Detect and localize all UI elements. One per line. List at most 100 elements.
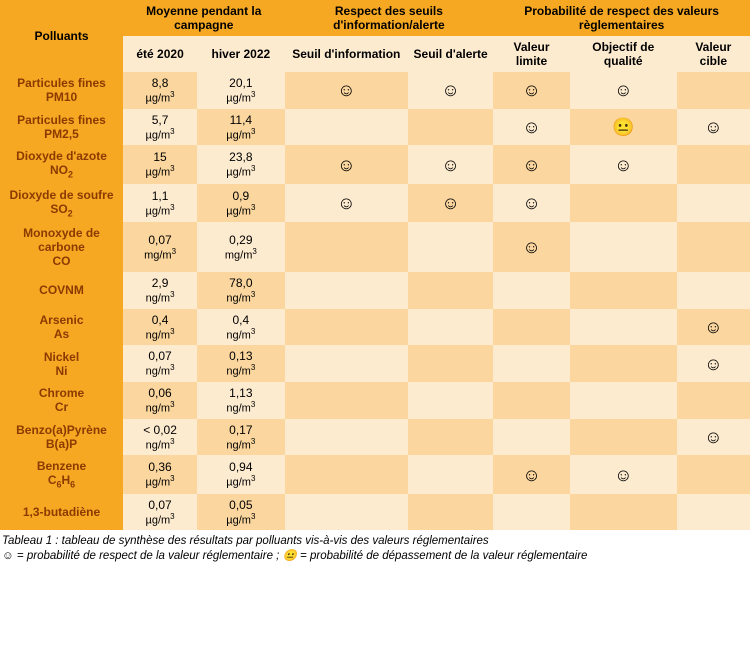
table-row: Benzo(a)PyrèneB(a)P< 0,02ng/m30,17ng/m3☺ xyxy=(0,419,750,456)
cell-seuil-info: ☺ xyxy=(285,145,408,183)
cell-val-limite: ☺ xyxy=(493,222,570,272)
value-ete: 0,06ng/m3 xyxy=(123,382,197,419)
cell-seuil-alerte xyxy=(408,272,493,309)
cell-objectif: 😐 xyxy=(570,109,677,146)
cell-seuil-alerte xyxy=(408,109,493,146)
value-ete: 0,07ng/m3 xyxy=(123,345,197,382)
table-row: 1,3-butadiène0,07µg/m30,05µg/m3 xyxy=(0,494,750,531)
pollutant-name-cell: Dioxyde d'azoteNO2 xyxy=(0,145,123,183)
table-row: Particules finesPM108,8µg/m320,1µg/m3☺☺☺… xyxy=(0,72,750,109)
cell-val-cible xyxy=(677,382,750,419)
value-hiver: 0,9µg/m3 xyxy=(197,184,284,222)
subheader-val-cible: Valeur cible xyxy=(677,36,750,72)
cell-objectif xyxy=(570,184,677,222)
table-row: BenzeneC6H60,36µg/m30,94µg/m3☺☺ xyxy=(0,455,750,493)
cell-val-limite: ☺ xyxy=(493,455,570,493)
cell-seuil-alerte xyxy=(408,222,493,272)
value-ete: 0,07µg/m3 xyxy=(123,494,197,531)
subheader-objectif: Objectif de qualité xyxy=(570,36,677,72)
value-ete: 2,9ng/m3 xyxy=(123,272,197,309)
value-ete: 5,7µg/m3 xyxy=(123,109,197,146)
smile-icon: ☺ xyxy=(704,117,722,137)
cell-val-cible xyxy=(677,494,750,531)
table-row: ArsenicAs0,4ng/m30,4ng/m3☺ xyxy=(0,309,750,346)
smile-icon: ☺ xyxy=(441,193,459,213)
smile-icon: ☺ xyxy=(522,465,540,485)
pollutant-name-cell: Particules finesPM2,5 xyxy=(0,109,123,146)
pollutant-name-cell: COVNM xyxy=(0,272,123,309)
value-ete: 0,07mg/m3 xyxy=(123,222,197,272)
pollutant-name-cell: BenzeneC6H6 xyxy=(0,455,123,493)
cell-val-cible xyxy=(677,222,750,272)
subheader-hiver: hiver 2022 xyxy=(197,36,284,72)
cell-objectif xyxy=(570,345,677,382)
cell-seuil-alerte: ☺ xyxy=(408,184,493,222)
value-hiver: 20,1µg/m3 xyxy=(197,72,284,109)
cell-seuil-info xyxy=(285,222,408,272)
cell-seuil-info xyxy=(285,455,408,493)
subheader-ete: été 2020 xyxy=(123,36,197,72)
cell-seuil-info: ☺ xyxy=(285,184,408,222)
subheader-val-limite: Valeur limite xyxy=(493,36,570,72)
smile-icon: ☺ xyxy=(522,155,540,175)
pollutant-name-cell: Benzo(a)PyrèneB(a)P xyxy=(0,419,123,456)
cell-seuil-alerte xyxy=(408,382,493,419)
value-ete: 1,1µg/m3 xyxy=(123,184,197,222)
cell-objectif: ☺ xyxy=(570,455,677,493)
table-row: Dioxyde de soufreSO21,1µg/m30,9µg/m3☺☺☺ xyxy=(0,184,750,222)
cell-seuil-alerte xyxy=(408,419,493,456)
smile-icon: ☺ xyxy=(441,80,459,100)
smile-icon: ☺ xyxy=(614,465,632,485)
value-ete: 0,36µg/m3 xyxy=(123,455,197,493)
cell-val-limite xyxy=(493,345,570,382)
pollutant-name-cell: Particules finesPM10 xyxy=(0,72,123,109)
cell-seuil-info xyxy=(285,309,408,346)
table-row: ChromeCr0,06ng/m31,13ng/m3 xyxy=(0,382,750,419)
cell-val-cible: ☺ xyxy=(677,419,750,456)
value-hiver: 78,0ng/m3 xyxy=(197,272,284,309)
cell-val-cible xyxy=(677,455,750,493)
smile-icon: ☺ xyxy=(522,193,540,213)
cell-seuil-info xyxy=(285,109,408,146)
header-proba: Probabilité de respect des valeurs règle… xyxy=(493,0,750,36)
cell-seuil-alerte xyxy=(408,345,493,382)
cell-objectif xyxy=(570,222,677,272)
table-caption: Tableau 1 : tableau de synthèse des résu… xyxy=(0,530,750,563)
cell-val-cible: ☺ xyxy=(677,309,750,346)
value-hiver: 23,8µg/m3 xyxy=(197,145,284,183)
smile-icon: ☺ xyxy=(441,155,459,175)
cell-val-limite: ☺ xyxy=(493,145,570,183)
cell-seuil-alerte xyxy=(408,309,493,346)
table-row: Monoxyde decarboneCO0,07mg/m30,29mg/m3☺ xyxy=(0,222,750,272)
cell-objectif: ☺ xyxy=(570,72,677,109)
subheader-seuil-info: Seuil d'information xyxy=(285,36,408,72)
cell-val-limite xyxy=(493,309,570,346)
pollutant-name-cell: Monoxyde decarboneCO xyxy=(0,222,123,272)
cell-val-limite xyxy=(493,382,570,419)
neutral-icon: 😐 xyxy=(612,117,634,137)
cell-seuil-info xyxy=(285,494,408,531)
value-hiver: 0,13ng/m3 xyxy=(197,345,284,382)
table-row: NickelNi0,07ng/m30,13ng/m3☺ xyxy=(0,345,750,382)
value-hiver: 11,4µg/m3 xyxy=(197,109,284,146)
value-hiver: 0,4ng/m3 xyxy=(197,309,284,346)
cell-seuil-alerte: ☺ xyxy=(408,72,493,109)
pollutant-name-cell: 1,3-butadiène xyxy=(0,494,123,531)
cell-val-limite xyxy=(493,419,570,456)
smile-icon: ☺ xyxy=(704,317,722,337)
smile-icon: ☺ xyxy=(337,80,355,100)
cell-seuil-alerte: ☺ xyxy=(408,145,493,183)
cell-seuil-alerte xyxy=(408,455,493,493)
pollutant-name-cell: NickelNi xyxy=(0,345,123,382)
smile-icon: ☺ xyxy=(337,155,355,175)
value-hiver: 1,13ng/m3 xyxy=(197,382,284,419)
smile-icon: ☺ xyxy=(522,80,540,100)
cell-seuil-info: ☺ xyxy=(285,72,408,109)
cell-val-cible xyxy=(677,184,750,222)
smile-icon: ☺ xyxy=(522,117,540,137)
cell-val-cible: ☺ xyxy=(677,109,750,146)
value-hiver: 0,05µg/m3 xyxy=(197,494,284,531)
smile-icon: ☺ xyxy=(337,193,355,213)
value-ete: 0,4ng/m3 xyxy=(123,309,197,346)
cell-val-cible xyxy=(677,272,750,309)
